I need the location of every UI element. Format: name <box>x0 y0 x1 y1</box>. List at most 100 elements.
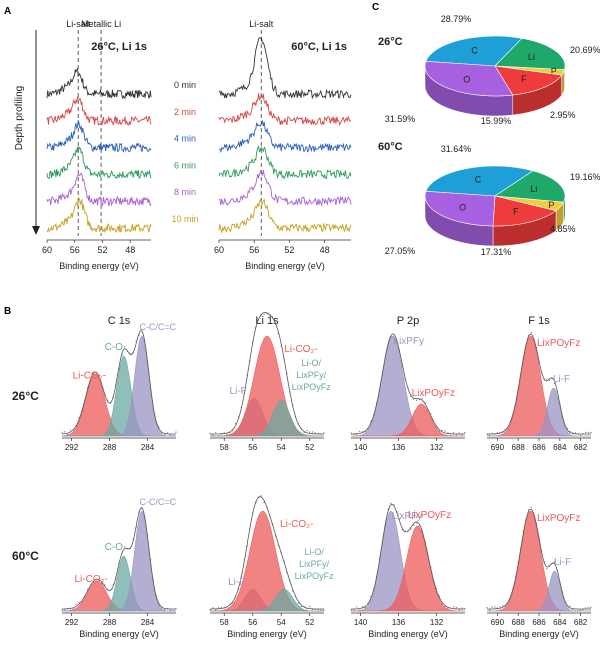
pie-slice-label-4: O <box>459 202 466 212</box>
data-point-15 <box>499 606 501 608</box>
data-point-120 <box>323 432 325 434</box>
pie-value-label-3: 15.99% <box>481 116 512 126</box>
pie-slice-1 <box>494 37 566 71</box>
pie-slice-3 <box>494 65 563 96</box>
x-tick-label-3: 48 <box>125 245 135 255</box>
data-point-72 <box>548 379 551 381</box>
component-label-0: LixPFy <box>394 336 425 347</box>
data-point-9 <box>217 607 220 609</box>
data-point-66 <box>413 398 415 400</box>
data-point-9 <box>69 609 72 611</box>
x-tick-label-2: 52 <box>284 245 294 255</box>
data-point-69 <box>546 378 548 380</box>
x-tick-label-0: 60 <box>214 245 224 255</box>
series-label-3: 6 min <box>174 160 196 170</box>
data-point-72 <box>418 399 421 401</box>
pie-slice-label-3: F <box>513 207 519 217</box>
pie-slice-label-2: P <box>548 200 554 210</box>
x-tick-label-2: 52 <box>97 245 107 255</box>
data-point-114 <box>585 607 587 609</box>
x-tick-label-2: 54 <box>277 443 286 452</box>
component-label-2-line-1: LixPFy/ <box>296 370 327 380</box>
component-label-1: Li-CO₂- <box>280 519 313 530</box>
data-point-96 <box>569 430 571 433</box>
x-axis-label: Binding energy (eV) <box>227 629 307 639</box>
data-point-9 <box>358 430 361 433</box>
data-point-108 <box>579 434 582 437</box>
data-point-36 <box>95 373 97 375</box>
fit-envelope <box>351 503 465 610</box>
x-tick-label-3: 52 <box>305 618 314 627</box>
data-point-0 <box>209 609 211 611</box>
plot-row-1: 58 56 54 52 Binding energy (eV) Li-F Li-CO₂- Li… <box>209 495 334 639</box>
x-tick-label-2: 686 <box>532 443 546 452</box>
data-point-117 <box>172 434 174 437</box>
pie-slice-label-1: Li <box>530 184 537 194</box>
component-label-1: LixPOyFz <box>412 388 455 399</box>
data-point-105 <box>309 431 311 433</box>
plot-row-1: 292 288 284 Binding energy (eV) Li-CO₂- C-O C-… <box>61 497 177 639</box>
peak-component-1 <box>351 403 465 437</box>
panel-label-c: C <box>372 2 379 13</box>
peak-component-1 <box>210 335 324 437</box>
x-tick-label-2: 54 <box>277 618 286 627</box>
peak-component-1 <box>487 387 591 437</box>
panel-a-26c: 60 56 52 48 Binding energy (eV) 26°C, Li 1s Li… <box>14 19 199 271</box>
data-point-42 <box>390 502 392 505</box>
data-point-3 <box>353 609 355 611</box>
data-point-6 <box>215 609 217 611</box>
data-point-96 <box>569 605 571 607</box>
fit-envelope <box>210 496 324 610</box>
x-axis-label: Binding energy (eV) <box>59 261 139 271</box>
pie-value-label-0: 31.64% <box>441 144 472 154</box>
data-point-114 <box>169 434 171 436</box>
pie-26c: C Li P F O 26°C 28.79% 20.69% 2.95% 15.99% 31.59% <box>378 14 600 126</box>
data-point-102 <box>306 430 308 432</box>
series-line-1 <box>218 92 352 126</box>
column-3: F 1s 690 688 686 684 682 LixPOyFz Li-F 690 688 686… <box>486 315 592 639</box>
data-point-99 <box>303 431 305 434</box>
data-point-120 <box>590 606 592 609</box>
data-point-69 <box>546 567 548 570</box>
component-label-1: LixPOyFz <box>408 510 451 521</box>
component-label-2-line-0: C-C/C=C <box>139 322 176 332</box>
data-point-78 <box>553 561 556 563</box>
data-point-108 <box>452 432 455 434</box>
x-tick-label-2: 284 <box>141 443 155 452</box>
data-point-105 <box>577 609 579 612</box>
plot-row-1: 140 136 132 Binding energy (eV) LixPFyLixPOy… <box>350 502 466 639</box>
pie-title: 60°C <box>378 141 403 153</box>
component-label-0: LixPOyFz <box>537 513 580 524</box>
x-axis-label: Binding energy (eV) <box>499 629 579 639</box>
series-line-4 <box>46 172 152 207</box>
data-point-66 <box>413 524 415 526</box>
x-tick-label-1: 288 <box>103 443 117 452</box>
x-tick-label-0: 690 <box>491 618 505 627</box>
data-point-18 <box>501 605 504 607</box>
peak-component-1 <box>351 525 465 612</box>
data-point-93 <box>438 430 441 432</box>
x-tick-label-4: 682 <box>574 443 588 452</box>
component-label-2-line-0: Li-O/ <box>301 358 321 368</box>
series-line-5 <box>46 196 152 234</box>
x-tick-label-1: 56 <box>248 443 257 452</box>
component-label-0: Li-F <box>228 577 245 588</box>
depth-arrow-head <box>32 226 40 235</box>
data-point-0 <box>486 607 488 609</box>
data-point-51 <box>530 506 532 509</box>
data-point-18 <box>78 601 80 604</box>
x-tick-label-0: 58 <box>220 443 229 452</box>
data-point-3 <box>488 434 491 436</box>
data-point-12 <box>361 606 364 608</box>
x-tick-label-0: 140 <box>354 618 368 627</box>
data-point-63 <box>410 528 412 530</box>
data-point-0 <box>350 432 352 434</box>
data-point-69 <box>415 399 418 401</box>
plot-row-0: 58 56 54 52 Li-F Li-CO₂- Li-O/LixPFy/LixPOyFz <box>209 311 331 452</box>
data-point-108 <box>311 431 314 433</box>
x-tick-label-2: 132 <box>430 618 444 627</box>
data-point-57 <box>263 313 265 315</box>
data-point-66 <box>124 546 126 548</box>
data-point-21 <box>81 601 83 603</box>
x-tick-label-1: 288 <box>103 618 117 627</box>
